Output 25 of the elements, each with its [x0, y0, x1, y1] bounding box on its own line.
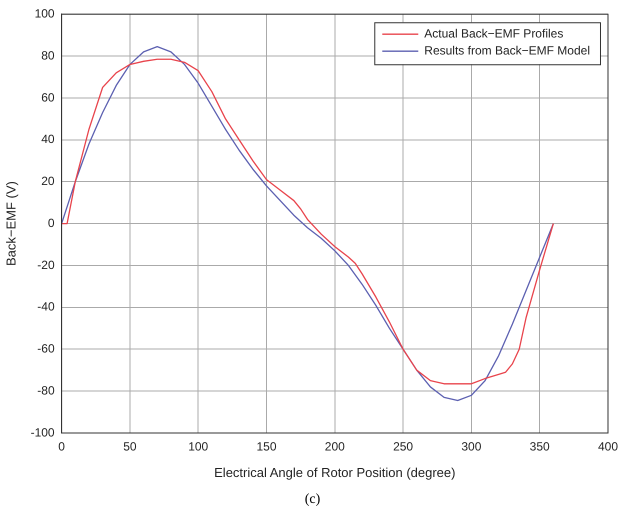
- y-tick-label: 20: [41, 174, 55, 188]
- legend-label: Actual Back−EMF Profiles: [424, 26, 564, 41]
- y-tick-label: -20: [37, 258, 55, 272]
- y-tick-label: 40: [41, 132, 55, 146]
- x-tick-label: 50: [123, 440, 137, 454]
- x-tick-label: 100: [188, 440, 209, 454]
- y-tick-label: -60: [37, 342, 55, 356]
- x-axis-title: Electrical Angle of Rotor Position (degree): [214, 464, 456, 480]
- y-tick-label: 80: [41, 48, 55, 62]
- y-tick-label: -80: [37, 383, 55, 398]
- text: (c): [304, 492, 322, 508]
- x-tick-label: 250: [393, 440, 414, 454]
- x-tick-label: 400: [598, 440, 618, 454]
- x-tick-label: 350: [530, 440, 550, 454]
- y-tick-label: -40: [37, 300, 55, 314]
- legend-label: Results from Back−EMF Model: [424, 44, 590, 58]
- x-tick-label: 200: [324, 440, 346, 454]
- y-axis-title: Back−EMF (V): [3, 181, 18, 266]
- x-tick-label: 0: [58, 440, 66, 454]
- x-tick-label: 150: [256, 440, 277, 454]
- y-tick-label: 100: [34, 6, 55, 21]
- y-tick-label: 60: [41, 90, 55, 104]
- y-tick-label: -100: [30, 425, 55, 440]
- x-tick-label: 300: [461, 440, 482, 454]
- y-tick-label: 0: [48, 216, 55, 230]
